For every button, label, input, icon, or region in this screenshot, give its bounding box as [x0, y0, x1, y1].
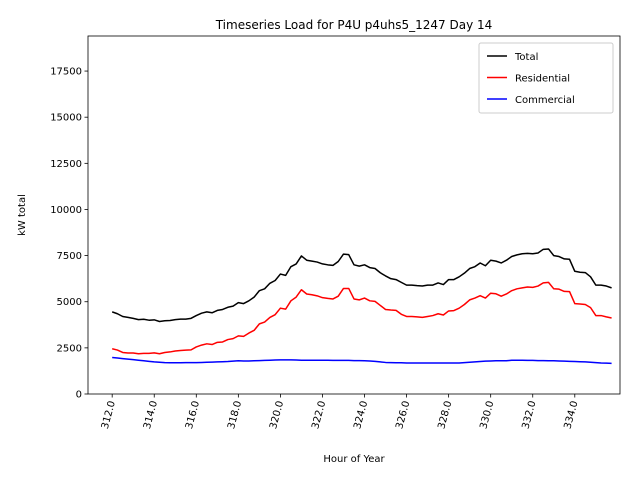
legend-label-commercial: Commercial: [515, 95, 575, 106]
y-tick-label: 7500: [57, 251, 82, 262]
series-line-residential: [112, 281, 612, 355]
series-line-total: [111, 248, 612, 323]
y-tick-label: 12500: [50, 159, 82, 170]
legend-label-total: Total: [514, 52, 538, 63]
legend-box: [478, 42, 614, 114]
chart-title: Timeseries Load for P4U p4uhs5_1247 Day …: [215, 18, 493, 32]
axes-frame: [87, 35, 621, 395]
y-tick-label: 10000: [50, 205, 82, 216]
y-tick-label: 2500: [57, 343, 82, 354]
y-tick-label: 17500: [50, 67, 82, 78]
y-tick-label: 0: [76, 390, 82, 401]
y-axis-label: kW total: [17, 194, 28, 236]
y-tick-label: 5000: [57, 297, 82, 308]
legend-label-residential: Residential: [515, 74, 570, 85]
series-line-commercial: [112, 356, 612, 365]
y-tick-label: 15000: [50, 113, 82, 124]
x-axis-label: Hour of Year: [323, 454, 385, 465]
